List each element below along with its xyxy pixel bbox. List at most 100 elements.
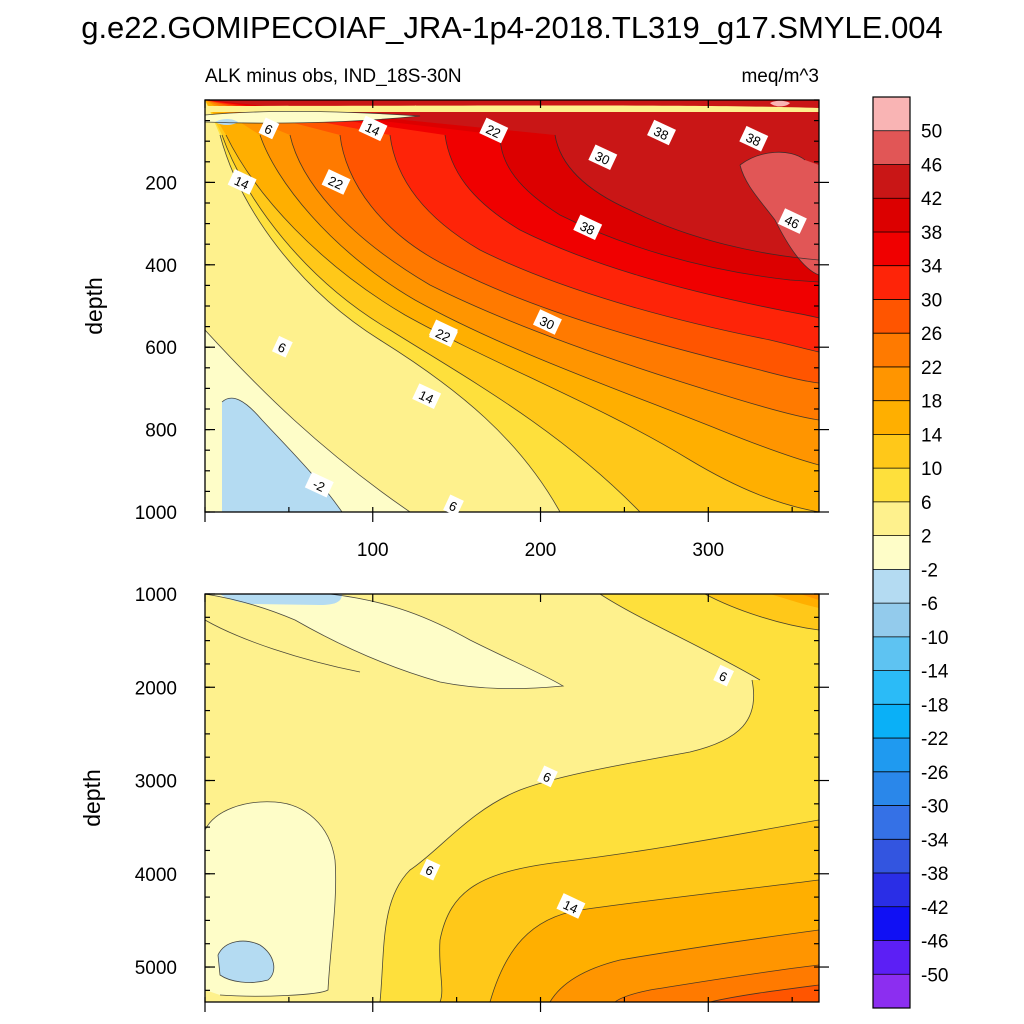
colorbar-swatch (873, 636, 910, 671)
lower-plot-frame (204, 593, 820, 1003)
fill-level-14 (490, 594, 819, 1002)
fill-deep-neg6-upper (220, 594, 342, 605)
contour-label: 6 (537, 765, 558, 788)
contour-label: 14 (556, 893, 586, 919)
y-tick-label: 1000 (135, 585, 177, 606)
contour-label-text: 22 (433, 325, 452, 345)
fill-level-50 (770, 100, 790, 107)
x-tick-label: 100 (357, 540, 389, 561)
colorbar-swatch (873, 164, 910, 199)
chart-title: g.e22.GOMIPECOIAF_JRA-1p4-2018.TL319_g17… (81, 10, 943, 45)
colorbar-swatch (873, 333, 910, 368)
colorbar (872, 96, 911, 1009)
colorbar-swatch (873, 434, 910, 469)
colorbar-label: 14 (921, 425, 943, 446)
contour-label: 22 (479, 117, 509, 144)
contour-label: 6 (443, 494, 464, 517)
colorbar-label: 38 (921, 223, 942, 244)
contour-line (259, 134, 819, 466)
y-tick-label: 5000 (135, 958, 177, 979)
contour-label: 22 (428, 321, 458, 348)
colorbar-swatch (873, 400, 910, 435)
lower-y-axis-label: depth (79, 769, 105, 827)
contour-line (289, 134, 819, 421)
y-tick-label: 200 (145, 173, 177, 194)
contour-label-bg (532, 309, 562, 335)
lower-contour-labels: 6 6 6 14 (419, 664, 734, 919)
contour-line (379, 679, 754, 1002)
contour-line (439, 819, 819, 1002)
contour-label-bg (271, 335, 293, 358)
colorbar-label: -38 (921, 864, 948, 885)
colorbar-label: -18 (921, 695, 948, 716)
contour-label-text: 14 (232, 173, 251, 193)
contour-line (217, 940, 275, 983)
contour-line (554, 134, 819, 261)
contour-line (389, 134, 819, 353)
contour-label-bg (573, 214, 603, 241)
fill-level-18 (550, 594, 819, 1002)
contour-label: 6 (713, 664, 734, 687)
colorbar-label: 6 (921, 493, 932, 514)
contour-label: 14 (358, 115, 388, 142)
colorbar-label: -6 (921, 594, 938, 615)
contour-line (219, 134, 561, 512)
contour-label-bg (537, 765, 558, 788)
contour-label-bg (479, 117, 509, 144)
contour-label: 6 (258, 117, 280, 140)
contour-label-text: 30 (537, 313, 556, 333)
colorbar-label: -22 (921, 729, 948, 750)
upper-panel-fills (205, 100, 819, 512)
colorbar-label: -42 (921, 898, 948, 919)
colorbar-swatch (873, 97, 910, 132)
lower-axes-ticks (204, 593, 829, 1012)
contour-label-text: 38 (578, 218, 597, 238)
colorbar-swatch (873, 603, 910, 638)
contour-line (205, 619, 361, 673)
colorbar-swatch (873, 569, 910, 604)
colorbar-swatch (873, 839, 910, 874)
contour-label: 6 (271, 335, 293, 358)
contour-label-text: 14 (417, 387, 436, 407)
contour-label-bg (739, 125, 769, 152)
upper-subtitle-right: meq/m^3 (741, 66, 819, 87)
colorbar-label: -34 (921, 830, 949, 851)
colorbar-swatch (873, 130, 910, 165)
y-tick-label: 3000 (135, 772, 177, 793)
contour-label-text: 38 (651, 124, 670, 144)
colorbar-label: 30 (921, 290, 942, 311)
contour-line (205, 329, 411, 512)
colorbar-swatch (873, 974, 910, 1009)
colorbar-swatch (873, 198, 910, 233)
y-tick-label: 800 (145, 421, 177, 442)
y-tick-label: 1000 (135, 503, 177, 524)
contour-line (205, 801, 337, 997)
colorbar-label: 18 (921, 392, 942, 413)
contour-label-text: 38 (744, 130, 763, 150)
upper-subtitle-left: ALK minus obs, IND_18S-30N (205, 66, 462, 87)
contour-label-text: 30 (593, 148, 612, 168)
contour-label-bg (443, 494, 464, 517)
y-tick-label: 4000 (135, 865, 177, 886)
contour-label: 6 (419, 858, 441, 881)
colorbar-label: 46 (921, 155, 942, 176)
upper-contour-labels: 6142230383846142230386223014-26 (227, 115, 807, 517)
contour-label-bg (777, 208, 807, 234)
contour-label: -2 (304, 471, 334, 498)
colorbar-label: -30 (921, 797, 948, 818)
colorbar-label: -50 (921, 965, 948, 986)
contour-label-bg (588, 144, 618, 171)
colorbar-swatch (873, 873, 910, 908)
colorbar-swatch (873, 468, 910, 503)
contour-label-text: 22 (484, 121, 503, 141)
colorbar-swatch (873, 535, 910, 570)
fill-deep-neg2-upper (205, 594, 563, 689)
colorbar-swatch (873, 704, 910, 739)
y-tick-label: 2000 (135, 678, 177, 699)
contour-label-bg (556, 893, 586, 919)
colorbar-label: 10 (921, 459, 942, 480)
colorbar-label: -2 (921, 560, 938, 581)
contour-label-bg (419, 858, 441, 881)
colorbar-swatch (873, 366, 910, 402)
contour-label-bg (304, 471, 334, 498)
